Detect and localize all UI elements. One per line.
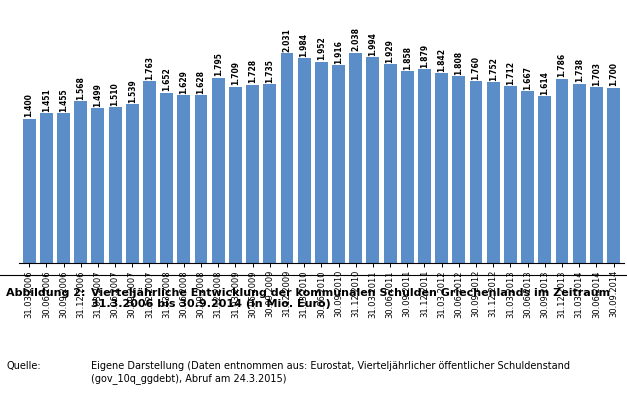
Bar <box>298 58 310 263</box>
Bar <box>212 78 224 263</box>
Text: 1.703: 1.703 <box>592 62 601 86</box>
Text: 1.808: 1.808 <box>455 51 463 75</box>
Text: 1.752: 1.752 <box>488 57 498 81</box>
Text: 2.031: 2.031 <box>282 28 292 52</box>
Bar <box>74 101 87 263</box>
Bar <box>572 84 586 263</box>
Bar <box>40 113 53 263</box>
Bar <box>229 86 242 263</box>
Text: Vierteljährliche Entwicklung der kommunalen Schulden Griechenlands im Zeitraum
3: Vierteljährliche Entwicklung der kommuna… <box>91 288 610 309</box>
Bar <box>384 64 396 263</box>
Text: 1.760: 1.760 <box>472 56 480 80</box>
Text: 1.929: 1.929 <box>386 39 394 63</box>
Text: 1.539: 1.539 <box>128 79 137 103</box>
Bar <box>504 86 517 263</box>
Bar <box>177 95 190 263</box>
Text: 1.510: 1.510 <box>110 82 120 106</box>
Bar <box>539 96 551 263</box>
Bar <box>246 84 259 263</box>
Bar <box>453 76 465 263</box>
Bar <box>366 57 379 263</box>
Text: 1.712: 1.712 <box>506 61 515 85</box>
Text: 1.916: 1.916 <box>334 40 343 64</box>
Text: 1.568: 1.568 <box>76 76 85 100</box>
Text: 1.728: 1.728 <box>248 59 257 83</box>
Text: 1.629: 1.629 <box>179 70 188 94</box>
Text: 1.400: 1.400 <box>24 93 34 117</box>
Bar <box>280 53 293 263</box>
Bar <box>607 88 620 263</box>
Text: Quelle:: Quelle: <box>6 361 41 371</box>
Bar <box>435 73 448 263</box>
Bar <box>521 91 534 263</box>
Bar <box>418 69 431 263</box>
Bar <box>401 71 414 263</box>
Text: 1.795: 1.795 <box>214 53 223 76</box>
Text: 1.700: 1.700 <box>609 62 618 86</box>
Bar <box>126 104 139 263</box>
Bar <box>57 113 70 263</box>
Text: 1.652: 1.652 <box>162 67 171 91</box>
Text: 1.499: 1.499 <box>93 83 102 107</box>
Text: 1.763: 1.763 <box>145 56 154 80</box>
Bar <box>332 65 345 263</box>
Text: 1.614: 1.614 <box>540 71 549 95</box>
Bar <box>590 87 603 263</box>
Text: 1.842: 1.842 <box>437 48 446 72</box>
Text: 1.984: 1.984 <box>300 33 308 57</box>
Bar <box>194 95 208 263</box>
Text: 1.628: 1.628 <box>196 70 206 94</box>
Text: 1.879: 1.879 <box>420 44 429 68</box>
Text: Eigene Darstellung (Daten entnommen aus: Eurostat, Vierteljährlicher öffentliche: Eigene Darstellung (Daten entnommen aus:… <box>91 361 570 384</box>
Bar <box>556 79 569 263</box>
Bar <box>92 108 104 263</box>
Text: 1.451: 1.451 <box>42 88 51 112</box>
Text: 1.994: 1.994 <box>369 32 377 56</box>
Bar <box>470 81 483 263</box>
Text: 1.735: 1.735 <box>265 59 274 83</box>
Text: 1.709: 1.709 <box>231 61 240 85</box>
Bar <box>315 62 328 263</box>
Text: 1.738: 1.738 <box>575 58 584 82</box>
Text: 2.038: 2.038 <box>351 27 361 51</box>
Text: 1.455: 1.455 <box>59 88 68 112</box>
Text: 1.667: 1.667 <box>523 66 532 90</box>
Bar <box>263 84 277 263</box>
Bar <box>143 81 156 263</box>
Text: Abbildung 2:: Abbildung 2: <box>6 288 86 298</box>
Bar <box>349 53 362 263</box>
Text: 1.858: 1.858 <box>403 46 412 70</box>
Bar <box>23 119 36 263</box>
Bar <box>108 107 122 263</box>
Bar <box>160 93 173 263</box>
Bar <box>487 82 500 263</box>
Text: 1.952: 1.952 <box>317 37 326 60</box>
Text: 1.786: 1.786 <box>557 53 566 78</box>
